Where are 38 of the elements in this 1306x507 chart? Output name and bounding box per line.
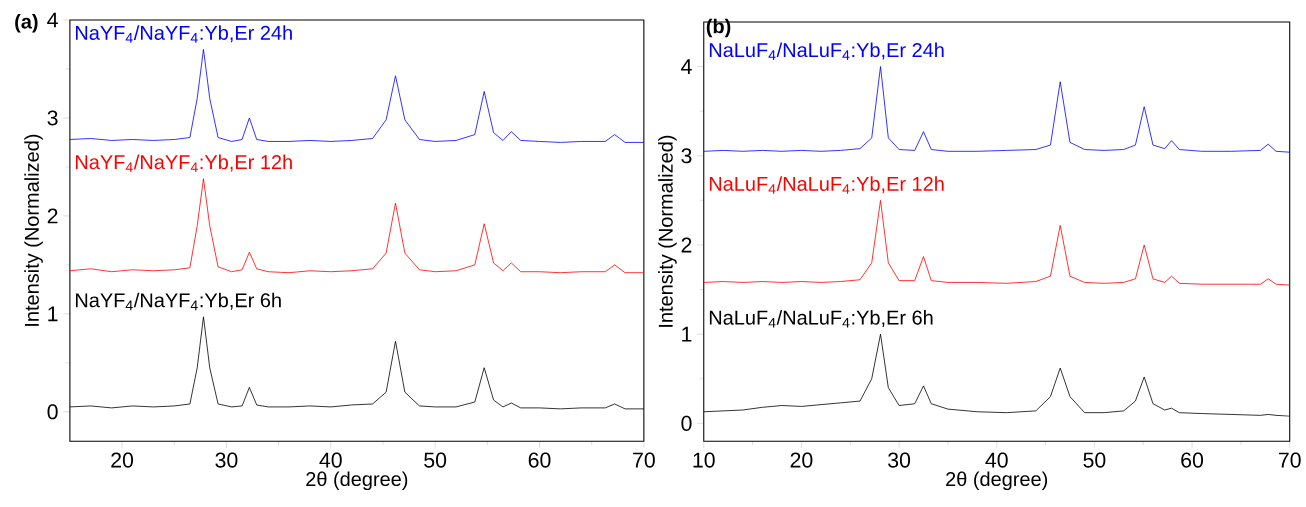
line-series	[69, 48, 644, 143]
series-label: NaYF$_{4}$/NaYF$_{4}$:Yb,Er 6h	[75, 292, 281, 311]
chart-title: (b)	[706, 18, 731, 38]
x-tick-label: 40	[985, 452, 1008, 468]
x-axis-title: 2θ (degree)	[946, 471, 1048, 491]
y-tick-label: 1	[682, 326, 692, 342]
y-tick-label: 2	[681, 237, 692, 253]
y-tick-label: 0	[47, 404, 58, 420]
x-tick-label: 40	[319, 452, 342, 468]
x-tick-label: 70	[633, 452, 655, 468]
text: NaLuF$_{4}$/NaLuF$_{4}$:Yb,Er 24h	[709, 42, 944, 60]
y-tick-label: 1	[48, 306, 58, 322]
x-tick-label: 30	[888, 452, 911, 468]
text: NaLuF$_{4}$/NaLuF$_{4}$:Yb,Er 6h	[709, 310, 933, 328]
chart-title: (a)	[15, 13, 38, 33]
x-tick-label: 10	[693, 452, 715, 468]
x-tick-label: 20	[111, 452, 134, 468]
y-tick-label: 4	[47, 12, 58, 28]
x-tick-label: 70	[1278, 452, 1301, 468]
x-tick-label: 30	[215, 452, 238, 468]
x-tick-label: 60	[1181, 452, 1204, 468]
y-tick-label: 0	[681, 415, 692, 431]
x-tick-label: 60	[528, 452, 551, 468]
x-tick-label: 50	[1083, 452, 1106, 468]
y-tick-label: 3	[681, 148, 692, 164]
x-axis-title: 2θ (degree)	[306, 471, 408, 491]
y-tick-label: 4	[681, 59, 692, 74]
series-label: NaYF$_{4}$/NaYF$_{4}$:Yb,Er 24h	[75, 25, 292, 43]
y-tick-label: 3	[47, 110, 58, 126]
y-axis-title: Intensity (Normalized)	[658, 135, 677, 327]
series-label: NaYF$_{4}$/NaYF$_{4}$:Yb,Er 12h	[75, 154, 292, 172]
text: NaLuF$_{4}$/NaLuF$_{4}$:Yb,Er 12h	[709, 176, 944, 194]
x-tick-label: 20	[790, 452, 813, 468]
line-series	[703, 66, 1290, 153]
line-series	[69, 178, 644, 274]
y-tick-label: 2	[47, 208, 58, 224]
x-tick-label: 50	[424, 452, 447, 468]
y-axis-title: Intensity (Normalized)	[24, 134, 43, 326]
